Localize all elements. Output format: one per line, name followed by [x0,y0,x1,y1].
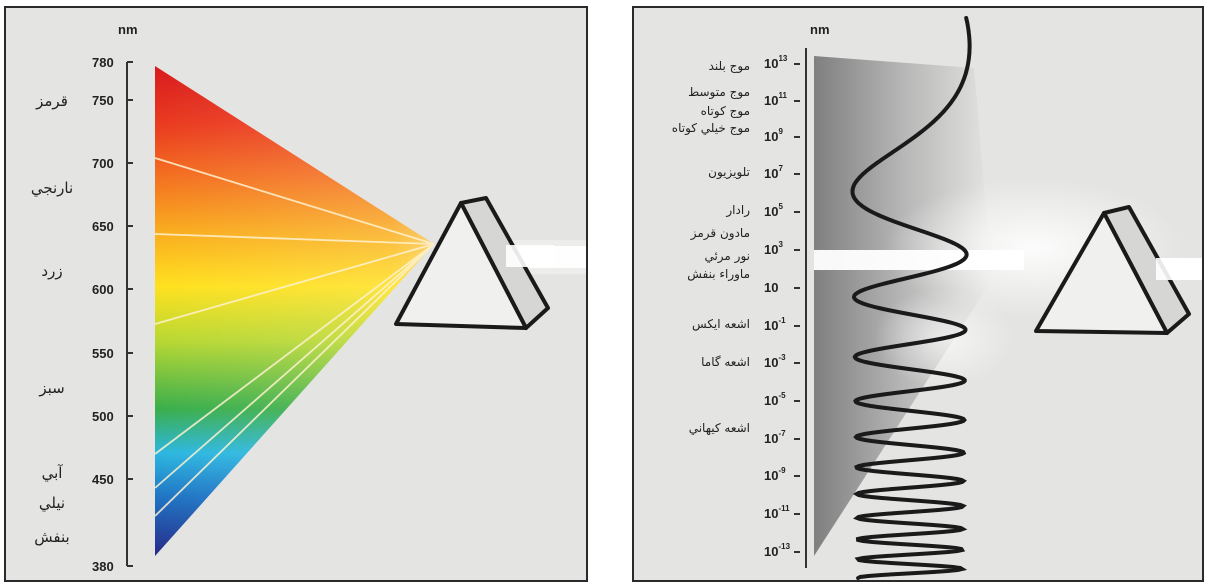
right-tick-labels: 1013 1011 109 107 105 103 10 10-1 10-3 1… [764,54,791,559]
color-name-blue: آبي [42,464,64,483]
tick-label-1e5: 105 [764,202,783,219]
tick-label-1e-13: 10-13 [764,542,791,559]
visible-light-band [814,250,1024,270]
right-unit-label: nm [810,22,830,37]
em-prism-icon [1034,205,1202,335]
visible-spectrum-panel: nm 780 750 700 650 600 550 500 450 380 [4,6,588,582]
divider-line [154,243,435,489]
visible-spectrum-diagram: nm 780 750 700 650 600 550 500 450 380 [31,22,586,574]
tick-label-650: 650 [92,219,114,234]
band-medium-wave: موج متوسط [688,85,750,100]
tick-label-1e3: 103 [764,240,783,257]
tick-label-750: 750 [92,93,114,108]
tick-label-500: 500 [92,409,114,424]
divider-line [154,243,435,325]
tick-label-380: 380 [92,559,114,574]
tick-label-1e-11: 10-11 [764,504,790,521]
tick-label-1e-1: 10-1 [764,316,786,333]
tick-label-550: 550 [92,346,114,361]
band-ultraviolet: ماوراء بنفش [687,267,750,282]
spectrum-fade [155,66,434,556]
tick-label-450: 450 [92,472,114,487]
color-name-green: سبز [38,379,64,397]
spectrum-dividers [154,157,435,517]
band-gamma-ray: اشعه گاما [701,355,750,369]
band-cosmic-ray: اشعه كيهاني [689,421,750,435]
em-band-names: موج بلند موج متوسط موج كوتاه موج خيلي كو… [672,59,750,435]
tick-label-1e9: 109 [764,127,783,144]
left-tick-labels: 780 750 700 650 600 550 500 450 380 [92,55,114,574]
left-color-names: قرمز نارنجي زرد سبز آبي نيلي بنفش [31,92,73,546]
tick-label-1e-9: 10-9 [764,466,786,483]
tick-label-600: 600 [92,282,114,297]
color-name-indigo: نيلي [39,494,65,513]
em-wave-curve [850,16,972,580]
em-spectrum-panel: nm 1013 1011 109 107 105 103 10 10-1 10-… [632,6,1204,582]
tick-label-780: 780 [92,55,114,70]
left-tick-marks [127,61,133,567]
band-radar: رادار [725,203,750,218]
em-spectrum-diagram: nm 1013 1011 109 107 105 103 10 10-1 10-… [672,16,1202,580]
band-visible-light: نور مرئي [704,249,750,264]
band-television: تلويزيون [708,165,750,180]
tick-label-1e13: 1013 [764,54,788,71]
band-x-ray: اشعه ايكس [692,317,750,332]
color-name-red: قرمز [35,92,68,110]
tick-label-1e-7: 10-7 [764,429,786,446]
color-name-yellow: زرد [41,262,62,280]
divider-line [154,157,435,245]
divider-line [154,233,435,245]
tick-label-10: 10 [764,280,778,295]
divider-line [154,243,435,455]
band-infrared: مادون قرمز [690,226,750,241]
right-tick-marks [794,63,800,553]
left-unit-label: nm [118,22,138,37]
tick-label-1e-3: 10-3 [764,353,786,370]
tick-label-1e-5: 10-5 [764,391,786,408]
tick-label-700: 700 [92,156,114,171]
band-long-wave: موج بلند [709,59,750,74]
band-very-short-wave: موج خيلي كوتاه [672,121,750,136]
tick-label-1e11: 1011 [764,91,787,108]
prism-icon [394,196,554,330]
band-short-wave: موج كوتاه [701,104,750,119]
tick-label-1e7: 107 [764,164,783,181]
color-name-violet: بنفش [34,528,69,546]
color-name-orange: نارنجي [31,179,73,198]
divider-line [154,243,435,517]
